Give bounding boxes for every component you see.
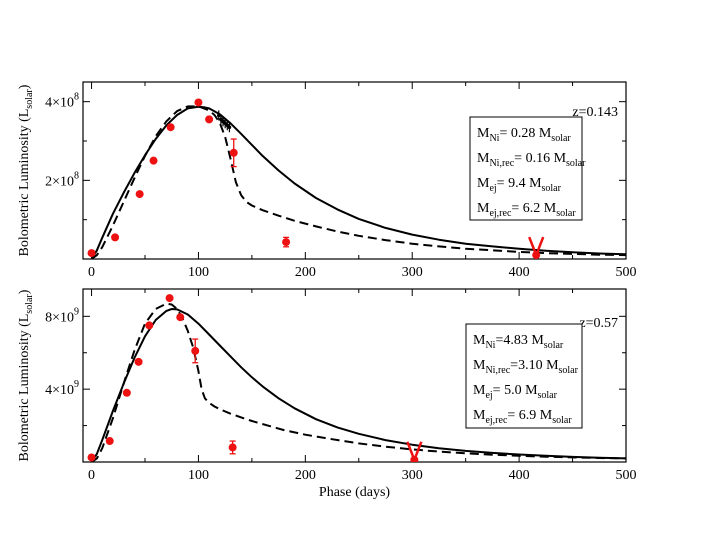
x-tick-label: 300 (402, 468, 423, 483)
data-point (145, 321, 154, 330)
x-tick-label: 0 (88, 265, 95, 280)
model-curve-dashed (91, 302, 626, 462)
data-point (122, 388, 131, 397)
data-point (87, 249, 96, 258)
data-point (176, 313, 185, 322)
redshift-label: z=0.57 (579, 316, 618, 331)
data-point (165, 294, 174, 303)
legend-entry: Mej= 9.4 Msolar (477, 176, 562, 194)
legend-entry: Mej,rec= 6.9 Msolar (473, 408, 572, 426)
x-tick-label: 200 (295, 265, 316, 280)
black-data-point (227, 125, 232, 130)
top-panel-frame (82, 81, 627, 260)
data-point (205, 115, 214, 124)
x-tick-label: 0 (88, 468, 95, 483)
legend-entry: MNi=4.83 Msolar (473, 333, 564, 351)
data-point (282, 238, 291, 247)
y-tick-label: 4×109 (45, 379, 79, 398)
legend-entry: MNi,rec=3.10 Msolar (473, 358, 579, 376)
redshift-label: z=0.143 (572, 105, 618, 120)
x-tick-label: 500 (616, 468, 637, 483)
y-axis-label: Bolometric Luminosity (Lsolar) (17, 84, 35, 256)
upper-limit-marker (528, 236, 545, 259)
data-point (229, 148, 238, 157)
x-tick-label: 200 (295, 468, 316, 483)
x-tick-label: 400 (509, 265, 530, 280)
data-point (111, 233, 120, 242)
legend-entry: MNi,rec= 0.16 Msolar (477, 151, 586, 169)
x-axis-label: Phase (days) (319, 485, 390, 500)
data-point (135, 190, 144, 199)
y-tick-label: 8×109 (45, 306, 79, 325)
legend-frame (469, 116, 583, 221)
legend-box: MNi=4.83 Msolar MNi,rec=3.10 Msolar Mej= 5… (465, 323, 583, 429)
x-tick-label: 100 (188, 468, 209, 483)
data-point (105, 437, 114, 446)
legend-frame (465, 323, 583, 429)
upper-limit-marker (406, 441, 423, 462)
model-curve-solid (90, 105, 626, 259)
top-panel-plot-area (87, 98, 626, 259)
y-tick-label: 2×108 (45, 170, 79, 189)
data-point (134, 357, 143, 366)
y-tick-label: 4×108 (45, 92, 79, 111)
data-point (166, 123, 175, 132)
y-axis-label: Bolometric Luminosity (Lsolar) (17, 289, 35, 461)
top-panel: 0 100 200 300 400 500 2×108 4×108 Bolometric Lum… (17, 81, 637, 280)
x-tick-label: 300 (402, 265, 423, 280)
data-point (149, 156, 158, 165)
legend-entry: MNi= 0.28 Msolar (477, 126, 571, 144)
bottom-panel-frame (82, 288, 627, 463)
x-tick-label: 500 (616, 265, 637, 280)
bottom-panel-plot-area (87, 294, 626, 462)
bottom-panel: 0 100 200 300 400 500 4×109 8×109 Bolometric Lum… (17, 288, 637, 500)
data-point (228, 443, 237, 452)
black-data-point (216, 113, 221, 118)
model-curve-solid (90, 308, 626, 462)
data-point (87, 453, 96, 462)
data-point (194, 98, 203, 107)
model-curve-dashed (91, 105, 626, 259)
legend-box: MNi= 0.28 Msolar MNi,rec= 0.16 Msolar Mej=… (469, 116, 586, 221)
legend-entry: Mej,rec= 6.2 Msolar (477, 201, 576, 219)
x-tick-label: 400 (509, 468, 530, 483)
legend-entry: Mej= 5.0 Msolar (473, 383, 558, 401)
x-tick-label: 100 (188, 265, 209, 280)
data-point (191, 346, 200, 355)
